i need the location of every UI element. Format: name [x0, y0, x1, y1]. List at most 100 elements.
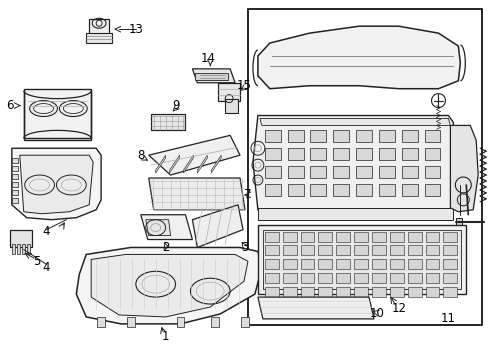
Polygon shape	[354, 246, 368, 255]
Polygon shape	[12, 174, 18, 179]
Polygon shape	[193, 69, 235, 83]
Polygon shape	[211, 155, 221, 173]
Text: 10: 10	[369, 307, 385, 320]
Polygon shape	[311, 148, 326, 160]
Polygon shape	[76, 247, 262, 324]
Polygon shape	[333, 148, 349, 160]
Polygon shape	[183, 155, 194, 173]
Polygon shape	[12, 198, 18, 203]
Polygon shape	[225, 99, 238, 113]
Polygon shape	[265, 148, 281, 160]
Polygon shape	[443, 246, 457, 255]
Polygon shape	[402, 184, 417, 196]
Polygon shape	[443, 273, 457, 283]
Polygon shape	[379, 184, 395, 196]
Polygon shape	[176, 317, 184, 327]
Polygon shape	[390, 273, 404, 283]
Text: 1: 1	[162, 330, 170, 343]
Polygon shape	[372, 273, 386, 283]
Polygon shape	[372, 231, 386, 242]
Polygon shape	[149, 135, 240, 175]
Polygon shape	[356, 130, 372, 142]
Polygon shape	[456, 218, 462, 226]
Polygon shape	[12, 158, 18, 163]
Polygon shape	[283, 260, 296, 269]
Polygon shape	[12, 182, 18, 187]
Polygon shape	[318, 246, 332, 255]
Polygon shape	[356, 184, 372, 196]
Polygon shape	[356, 166, 372, 178]
Polygon shape	[426, 231, 440, 242]
Polygon shape	[149, 178, 245, 210]
Polygon shape	[258, 297, 374, 319]
Polygon shape	[402, 148, 417, 160]
Polygon shape	[12, 190, 18, 195]
Polygon shape	[390, 287, 404, 297]
Polygon shape	[443, 260, 457, 269]
Polygon shape	[22, 244, 24, 255]
Polygon shape	[20, 155, 93, 214]
Polygon shape	[24, 89, 91, 140]
Text: 3: 3	[241, 241, 249, 254]
Text: 15: 15	[237, 79, 251, 92]
Polygon shape	[402, 166, 417, 178]
Polygon shape	[265, 184, 281, 196]
Polygon shape	[336, 273, 350, 283]
Polygon shape	[300, 260, 315, 269]
Polygon shape	[426, 260, 440, 269]
Polygon shape	[408, 231, 421, 242]
Polygon shape	[86, 33, 112, 43]
Polygon shape	[311, 184, 326, 196]
Polygon shape	[425, 130, 441, 142]
Polygon shape	[265, 273, 279, 283]
Polygon shape	[390, 231, 404, 242]
Polygon shape	[17, 244, 20, 255]
Polygon shape	[258, 26, 460, 89]
Polygon shape	[146, 220, 171, 235]
Polygon shape	[426, 273, 440, 283]
Polygon shape	[318, 231, 332, 242]
Polygon shape	[300, 273, 315, 283]
Polygon shape	[265, 130, 281, 142]
Polygon shape	[425, 148, 441, 160]
Polygon shape	[288, 130, 303, 142]
Polygon shape	[265, 287, 279, 297]
Polygon shape	[283, 287, 296, 297]
Polygon shape	[260, 118, 450, 125]
Polygon shape	[311, 166, 326, 178]
Polygon shape	[170, 155, 179, 173]
Polygon shape	[288, 148, 303, 160]
Polygon shape	[333, 184, 349, 196]
Polygon shape	[408, 260, 421, 269]
Polygon shape	[300, 287, 315, 297]
Polygon shape	[283, 273, 296, 283]
Polygon shape	[10, 230, 32, 247]
Polygon shape	[265, 231, 279, 242]
Polygon shape	[141, 215, 193, 239]
Polygon shape	[443, 231, 457, 242]
Polygon shape	[91, 255, 248, 317]
Polygon shape	[390, 246, 404, 255]
Polygon shape	[318, 273, 332, 283]
Polygon shape	[336, 246, 350, 255]
Polygon shape	[241, 317, 249, 327]
Polygon shape	[12, 166, 18, 171]
Polygon shape	[318, 287, 332, 297]
Polygon shape	[379, 130, 395, 142]
Bar	[248, 9, 482, 325]
Polygon shape	[372, 260, 386, 269]
Polygon shape	[426, 287, 440, 297]
Polygon shape	[443, 287, 457, 297]
Polygon shape	[265, 260, 279, 269]
Text: 14: 14	[201, 53, 216, 66]
Polygon shape	[333, 166, 349, 178]
Polygon shape	[426, 246, 440, 255]
Polygon shape	[354, 260, 368, 269]
Polygon shape	[300, 246, 315, 255]
Polygon shape	[379, 148, 395, 160]
Polygon shape	[265, 246, 279, 255]
Polygon shape	[372, 246, 386, 255]
Polygon shape	[253, 116, 453, 210]
Polygon shape	[333, 130, 349, 142]
Polygon shape	[354, 273, 368, 283]
